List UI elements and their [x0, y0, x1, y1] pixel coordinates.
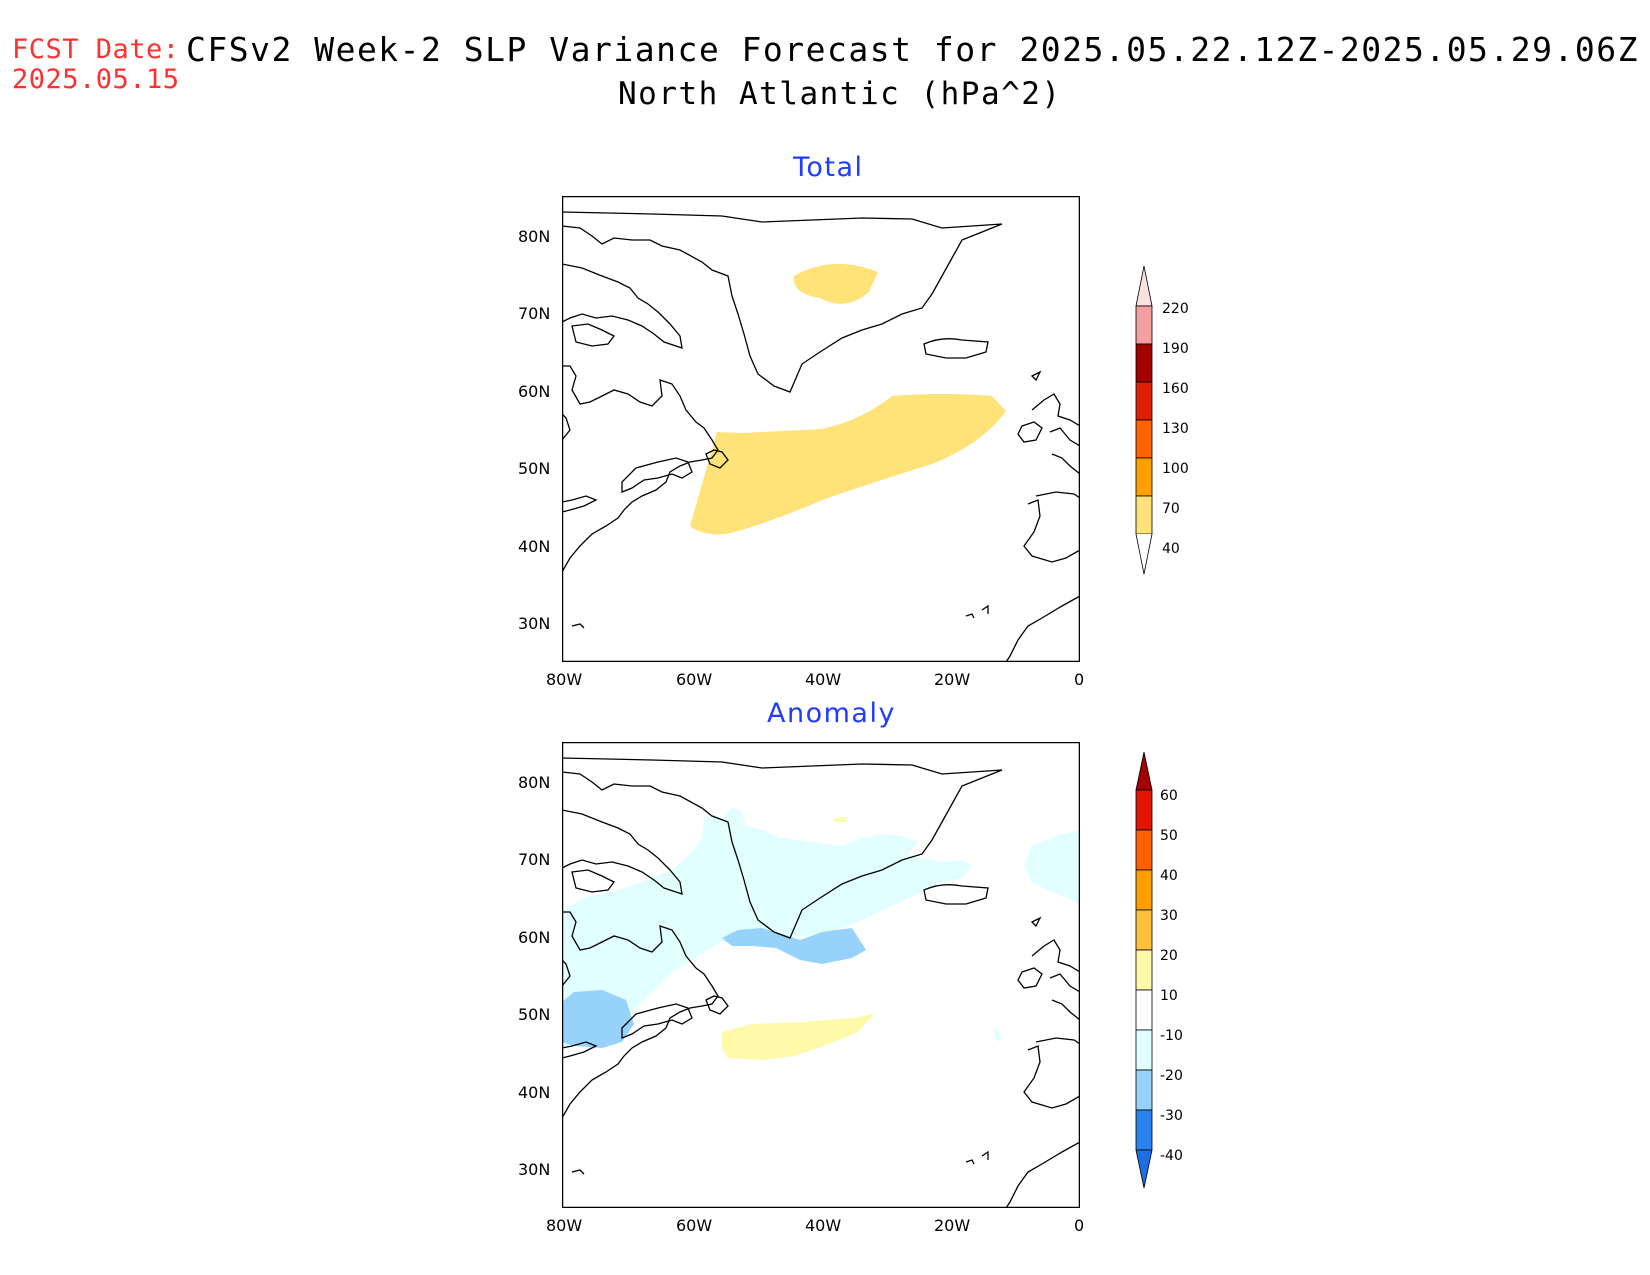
- lon-tick: 0: [1074, 1216, 1085, 1235]
- lon-tick: 20W: [934, 1216, 971, 1235]
- lat-tick: 30N: [518, 1160, 551, 1179]
- lat-tick: 40N: [518, 537, 551, 556]
- anomaly-contour-neg20-labrador: [722, 928, 866, 964]
- map-total: [562, 196, 1080, 662]
- colorbar-extend-bottom: [1135, 1149, 1153, 1189]
- colorbar-label: 160: [1162, 381, 1189, 397]
- colorbar-label: 50: [1160, 828, 1178, 844]
- colorbar-label: -10: [1160, 1028, 1183, 1044]
- colorbar-label: 40: [1160, 868, 1178, 884]
- colorbar-label: 60: [1160, 788, 1178, 804]
- colorbar-label: -20: [1160, 1068, 1183, 1084]
- colorbar-box: [1135, 419, 1153, 459]
- panel-title-total: Total: [793, 152, 864, 183]
- colorbar-box: [1135, 789, 1153, 831]
- colorbar-box: [1135, 869, 1153, 911]
- total-contour-40-greenland: [793, 263, 878, 304]
- lon-tick: 0: [1074, 670, 1085, 689]
- colorbar-box: [1135, 909, 1153, 951]
- lat-tick: 50N: [518, 459, 551, 478]
- colorbar-box: [1135, 1069, 1153, 1111]
- lon-tick: 60W: [676, 670, 713, 689]
- colorbar-label: 30: [1160, 908, 1178, 924]
- coastlines-total: [562, 211, 1080, 662]
- colorbar-box: [1135, 1109, 1153, 1151]
- colorbar-extend-top: [1135, 266, 1153, 307]
- page-title: CFSv2 Week-2 SLP Variance Forecast for 2…: [186, 30, 1640, 69]
- lon-tick: 40W: [805, 670, 842, 689]
- fcst-date-value: 2025.05.15: [12, 64, 180, 95]
- lat-tick: 60N: [518, 928, 551, 947]
- map-anomaly: [562, 742, 1080, 1208]
- lon-tick: 80W: [546, 1216, 583, 1235]
- colorbar-label: -40: [1160, 1148, 1183, 1164]
- colorbar-label: 20: [1160, 948, 1178, 964]
- page-subtitle: North Atlantic (hPa^2): [618, 76, 1062, 112]
- lon-tick: 80W: [546, 670, 583, 689]
- lat-tick: 50N: [518, 1005, 551, 1024]
- colorbar-label: -30: [1160, 1108, 1183, 1124]
- lon-tick: 60W: [676, 1216, 713, 1235]
- lat-tick: 80N: [518, 773, 551, 792]
- lon-tick: 20W: [934, 670, 971, 689]
- colorbar-anomaly: [1135, 752, 1153, 1189]
- coastlines-anomaly: [562, 757, 1080, 1208]
- colorbar-box: [1135, 1029, 1153, 1071]
- anomaly-contour-neg10-east: [1024, 830, 1080, 906]
- lat-tick: 70N: [518, 304, 551, 323]
- anomaly-contour-pos10-greenland: [834, 817, 848, 822]
- anomaly-contour-neg20-canada: [562, 990, 634, 1048]
- colorbar-label: 70: [1162, 501, 1180, 517]
- fcst-date-label: FCST Date:: [12, 34, 180, 65]
- colorbar-box: [1135, 343, 1153, 383]
- lat-tick: 80N: [518, 227, 551, 246]
- colorbar-box: [1135, 457, 1153, 497]
- colorbar-label: 40: [1162, 541, 1180, 557]
- colorbar-box: [1135, 829, 1153, 871]
- anomaly-contour-neg10: [562, 808, 972, 1048]
- lon-tick: 40W: [805, 1216, 842, 1235]
- lat-tick: 30N: [518, 614, 551, 633]
- colorbar-box: [1135, 381, 1153, 421]
- anomaly-contour-neg10-small: [994, 1026, 1002, 1042]
- colorbar-box: [1135, 495, 1153, 535]
- colorbar-extend-top: [1135, 752, 1153, 791]
- anomaly-contour-pos10-atlantic: [722, 1014, 874, 1060]
- colorbar-box: [1135, 305, 1153, 345]
- lat-tick: 60N: [518, 382, 551, 401]
- total-contour-40-atlantic: [690, 394, 1006, 535]
- colorbar-extend-bottom: [1135, 533, 1153, 575]
- panel-title-anomaly: Anomaly: [767, 698, 896, 729]
- colorbar-label: 100: [1162, 461, 1189, 477]
- colorbar-label: 190: [1162, 341, 1189, 357]
- lat-tick: 40N: [518, 1083, 551, 1102]
- colorbar-label: 220: [1162, 301, 1189, 317]
- colorbar-box: [1135, 949, 1153, 991]
- colorbar-total: [1135, 266, 1153, 575]
- colorbar-label: 10: [1160, 988, 1178, 1004]
- colorbar-box: [1135, 989, 1153, 1031]
- lat-tick: 70N: [518, 850, 551, 869]
- colorbar-label: 130: [1162, 421, 1189, 437]
